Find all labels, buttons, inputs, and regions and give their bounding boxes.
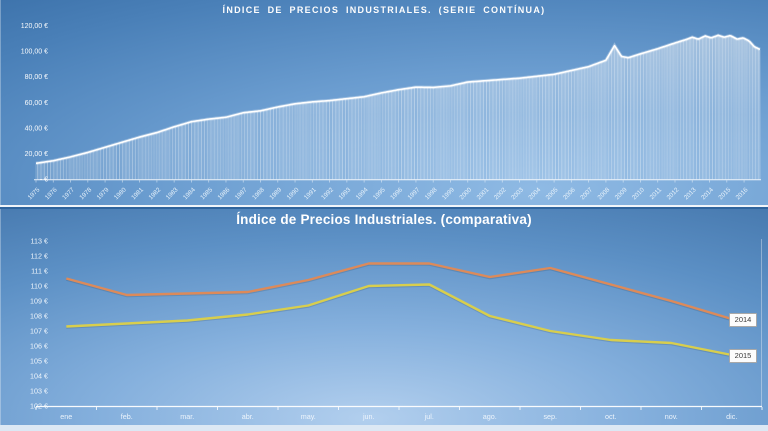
bottom-y-tick-label: 103 € — [30, 387, 48, 396]
top-x-tick-label: 2004 — [527, 186, 542, 201]
series-line-2015 — [66, 283, 733, 357]
top-x-tick-label: 1989 — [268, 186, 283, 201]
top-x-tick-label: 1996 — [389, 186, 404, 201]
top-x-tick-label: 1983 — [165, 186, 180, 201]
top-y-tick-label: 100,00 € — [21, 49, 48, 56]
bottom-x-tick-label: abr. — [242, 412, 254, 421]
bottom-x-tick-label: feb. — [121, 412, 133, 421]
bottom-y-tick-label: 111 € — [31, 267, 48, 276]
bottom-x-tick-label: mar. — [180, 412, 194, 421]
top-x-tick-label: 1981 — [130, 186, 145, 201]
bottom-x-tick-label: oct. — [605, 412, 617, 421]
top-y-tick-label: 60,00 € — [25, 100, 48, 107]
top-x-tick-label: 1993 — [337, 186, 352, 201]
top-x-tick-label: 2012 — [666, 186, 681, 201]
top-x-tick-label: 1976 — [44, 186, 59, 201]
bottom-y-tick-label: 113 € — [31, 237, 48, 246]
top-x-tick-label: 1980 — [113, 186, 128, 201]
top-x-tick-label: 2016 — [735, 186, 750, 201]
top-x-tick-label: 1977 — [61, 186, 76, 201]
bottom-edge-strip — [0, 425, 768, 431]
top-x-tick-label: 2009 — [614, 186, 629, 201]
bottom-chart-panel: Índice de Precios Industriales. (compara… — [0, 209, 768, 425]
top-x-tick-label: 2008 — [596, 186, 611, 201]
bottom-y-tick-label: 105 € — [30, 357, 48, 366]
series-area-haze — [36, 35, 760, 180]
top-x-tick-label: 1978 — [78, 186, 93, 201]
bottom-x-tick-label: dic. — [726, 412, 737, 421]
top-x-tick-label: 2005 — [545, 186, 560, 201]
top-x-tick-label: 1992 — [320, 186, 335, 201]
bottom-chart-plot: ene feb. mar. abr. may. jun. jul. ago. sep. oct. n… — [30, 237, 763, 421]
top-x-tick-label: 1988 — [251, 186, 266, 201]
top-x-tick-label: 2014 — [700, 186, 715, 201]
top-x-tick-label: 2007 — [579, 186, 594, 201]
bottom-x-tick-label: ago. — [483, 412, 497, 421]
bottom-x-tick-label: ene — [60, 412, 72, 421]
top-x-tick-label: 1994 — [355, 186, 370, 201]
top-x-tick-label: 1982 — [147, 186, 162, 201]
bottom-x-tick-label: nov. — [665, 412, 678, 421]
top-x-tick-label: 1999 — [441, 186, 456, 201]
top-x-tick-label: 2006 — [562, 186, 577, 201]
top-y-tick-label: 120,00 € — [21, 23, 48, 30]
top-y-tick-label: 80,00 € — [25, 74, 48, 81]
top-x-tick-label: 2015 — [717, 186, 732, 201]
legend-label-2015: 2015 — [729, 349, 757, 363]
top-x-tick-label: 2011 — [649, 186, 664, 201]
top-x-tick-label: 2000 — [458, 186, 473, 201]
top-chart-title: ÍNDICE DE PRECIOS INDUSTRIALES. (SERIE C… — [222, 5, 546, 15]
bottom-x-tick-label: sep. — [543, 412, 557, 421]
top-x-tick-label: 1975 — [27, 186, 42, 201]
bottom-x-tick-label: may. — [301, 412, 316, 421]
top-y-tick-label: - € — [40, 177, 48, 184]
top-chart-plot: 120,00 € 100,00 € 80,00 € 60,00 € 40,00 € 20,… — [21, 23, 761, 201]
bottom-y-tick-label: 107 € — [30, 327, 48, 336]
top-x-tick-label: 1998 — [424, 186, 439, 201]
top-x-tick-label: 1986 — [217, 186, 232, 201]
top-x-tick-label: 1987 — [234, 186, 249, 201]
bottom-y-tick-label: 104 € — [30, 372, 48, 381]
bottom-x-tick-label: jun. — [362, 412, 375, 421]
top-x-tick-label: 2010 — [631, 186, 646, 201]
top-y-tick-label: 20,00 € — [25, 151, 48, 158]
top-x-tick-label: 1995 — [372, 186, 387, 201]
bottom-y-tick-label: 112 € — [31, 252, 48, 261]
top-x-tick-label: 2001 — [476, 186, 491, 201]
top-x-tick-label: 2013 — [683, 186, 698, 201]
top-x-tick-label: 2002 — [493, 186, 508, 201]
bottom-chart-title: Índice de Precios Industriales. (compara… — [236, 212, 532, 227]
legend-label-2014: 2014 — [729, 313, 757, 327]
series-line-2014 — [65, 262, 733, 321]
bottom-x-tick-label: jul. — [424, 412, 434, 421]
series-shadow-2014 — [65, 263, 733, 322]
top-x-tick-label: 1979 — [96, 186, 111, 201]
top-x-tick-label: 2003 — [510, 186, 525, 201]
bottom-y-tick-label: 110 € — [31, 282, 48, 291]
top-x-tick-label: 1984 — [182, 186, 197, 201]
envelope-line — [35, 34, 761, 165]
bottom-y-tick-label: 108 € — [30, 312, 48, 321]
top-x-tick-label: 1991 — [303, 186, 318, 201]
bottom-y-tick-label: 102 € — [30, 402, 48, 411]
bottom-y-tick-label: 109 € — [30, 297, 48, 306]
monthly-bars — [35, 35, 761, 180]
top-chart-panel: ÍNDICE DE PRECIOS INDUSTRIALES. (SERIE C… — [0, 0, 768, 207]
top-x-tick-label: 1985 — [199, 186, 214, 201]
top-y-tick-label: 40,00 € — [25, 125, 48, 132]
top-x-tick-label: 1990 — [286, 186, 301, 201]
bottom-y-tick-label: 106 € — [30, 342, 48, 351]
top-x-tick-label: 1997 — [406, 186, 421, 201]
